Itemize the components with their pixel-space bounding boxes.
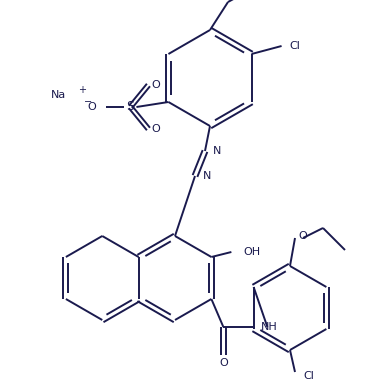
Text: −: − (84, 97, 92, 107)
Text: S: S (126, 100, 134, 113)
Text: O: O (151, 80, 160, 90)
Text: O: O (151, 124, 160, 134)
Text: O: O (298, 231, 307, 241)
Text: Cl: Cl (289, 41, 300, 51)
Text: O: O (88, 102, 96, 112)
Text: N: N (203, 171, 211, 181)
Text: OH: OH (243, 247, 261, 257)
Text: +: + (78, 85, 87, 95)
Text: NH: NH (261, 322, 278, 332)
Text: Cl: Cl (303, 371, 314, 381)
Text: Na: Na (51, 90, 66, 100)
Text: O: O (219, 358, 228, 368)
Text: N: N (213, 146, 222, 156)
